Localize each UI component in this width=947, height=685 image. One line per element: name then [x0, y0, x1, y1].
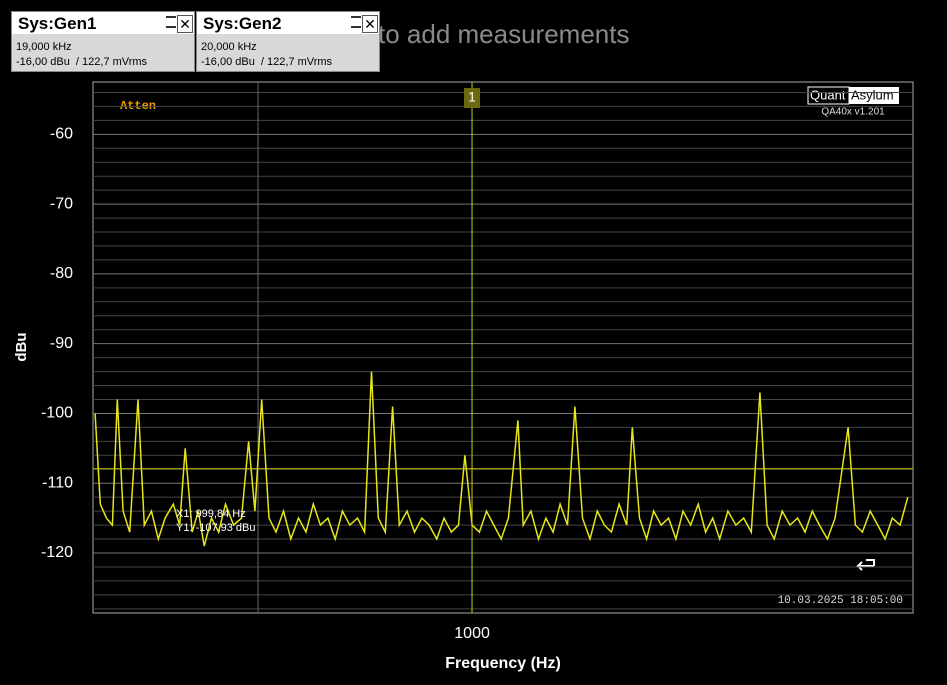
cursor-readout: X1: 999,84 Hz	[176, 508, 246, 520]
plot-area	[92, 81, 914, 614]
y-tick-label: -110	[42, 474, 73, 491]
panel-header	[12, 12, 194, 34]
cursor-marker: 1	[468, 89, 476, 105]
cursor-readout: Y1: -107,93 dBu	[176, 522, 256, 534]
y-axis-label: dBu	[13, 332, 30, 361]
hint[interactable]: to add measurements	[378, 19, 629, 49]
close-button[interactable]: ✕	[177, 15, 193, 33]
y-tick-label: -80	[50, 265, 73, 282]
panel-line: 19,000 kHz	[16, 41, 72, 53]
panel-line: -16,00 dBu / 122,7 mVrms	[16, 56, 148, 68]
gen-panel[interactable]: Sys:Gen1 ✕ 19,000 kHz -16,00 dBu / 122,7…	[11, 11, 195, 72]
version: QA40x v1.201	[821, 107, 885, 118]
close-button[interactable]: ✕	[362, 15, 378, 33]
logo-box	[849, 87, 899, 104]
panel-title: Sys:Gen2	[203, 14, 282, 33]
gen-panel[interactable]: Sys:Gen2 ✕ 20,000 kHz -16,00 dBu / 122,7…	[196, 11, 380, 72]
y-tick-label: -70	[50, 195, 73, 212]
cursor-marker-box	[464, 88, 481, 108]
y-tick-label: -90	[50, 335, 73, 352]
panel-line: -16,00 dBu / 122,7 mVrms	[201, 56, 333, 68]
menu-icon[interactable]	[166, 16, 176, 28]
panel-line: 20,000 kHz	[201, 41, 257, 53]
logo: Quant	[810, 87, 846, 102]
y-tick-label: -120	[41, 544, 73, 561]
trace	[94, 371, 909, 547]
panel-title: Sys:Gen1	[18, 14, 97, 33]
menu-icon[interactable]	[351, 16, 361, 28]
timestamp: 10.03.2025 18:05:00	[778, 595, 903, 607]
x-axis-label: Frequency (Hz)	[445, 655, 561, 672]
y-tick-label: -100	[41, 405, 73, 422]
logo: Asylum	[851, 87, 894, 102]
x-tick-label: 1000	[454, 625, 490, 642]
y-tick-label: -60	[50, 126, 73, 143]
panel-header	[197, 12, 379, 34]
